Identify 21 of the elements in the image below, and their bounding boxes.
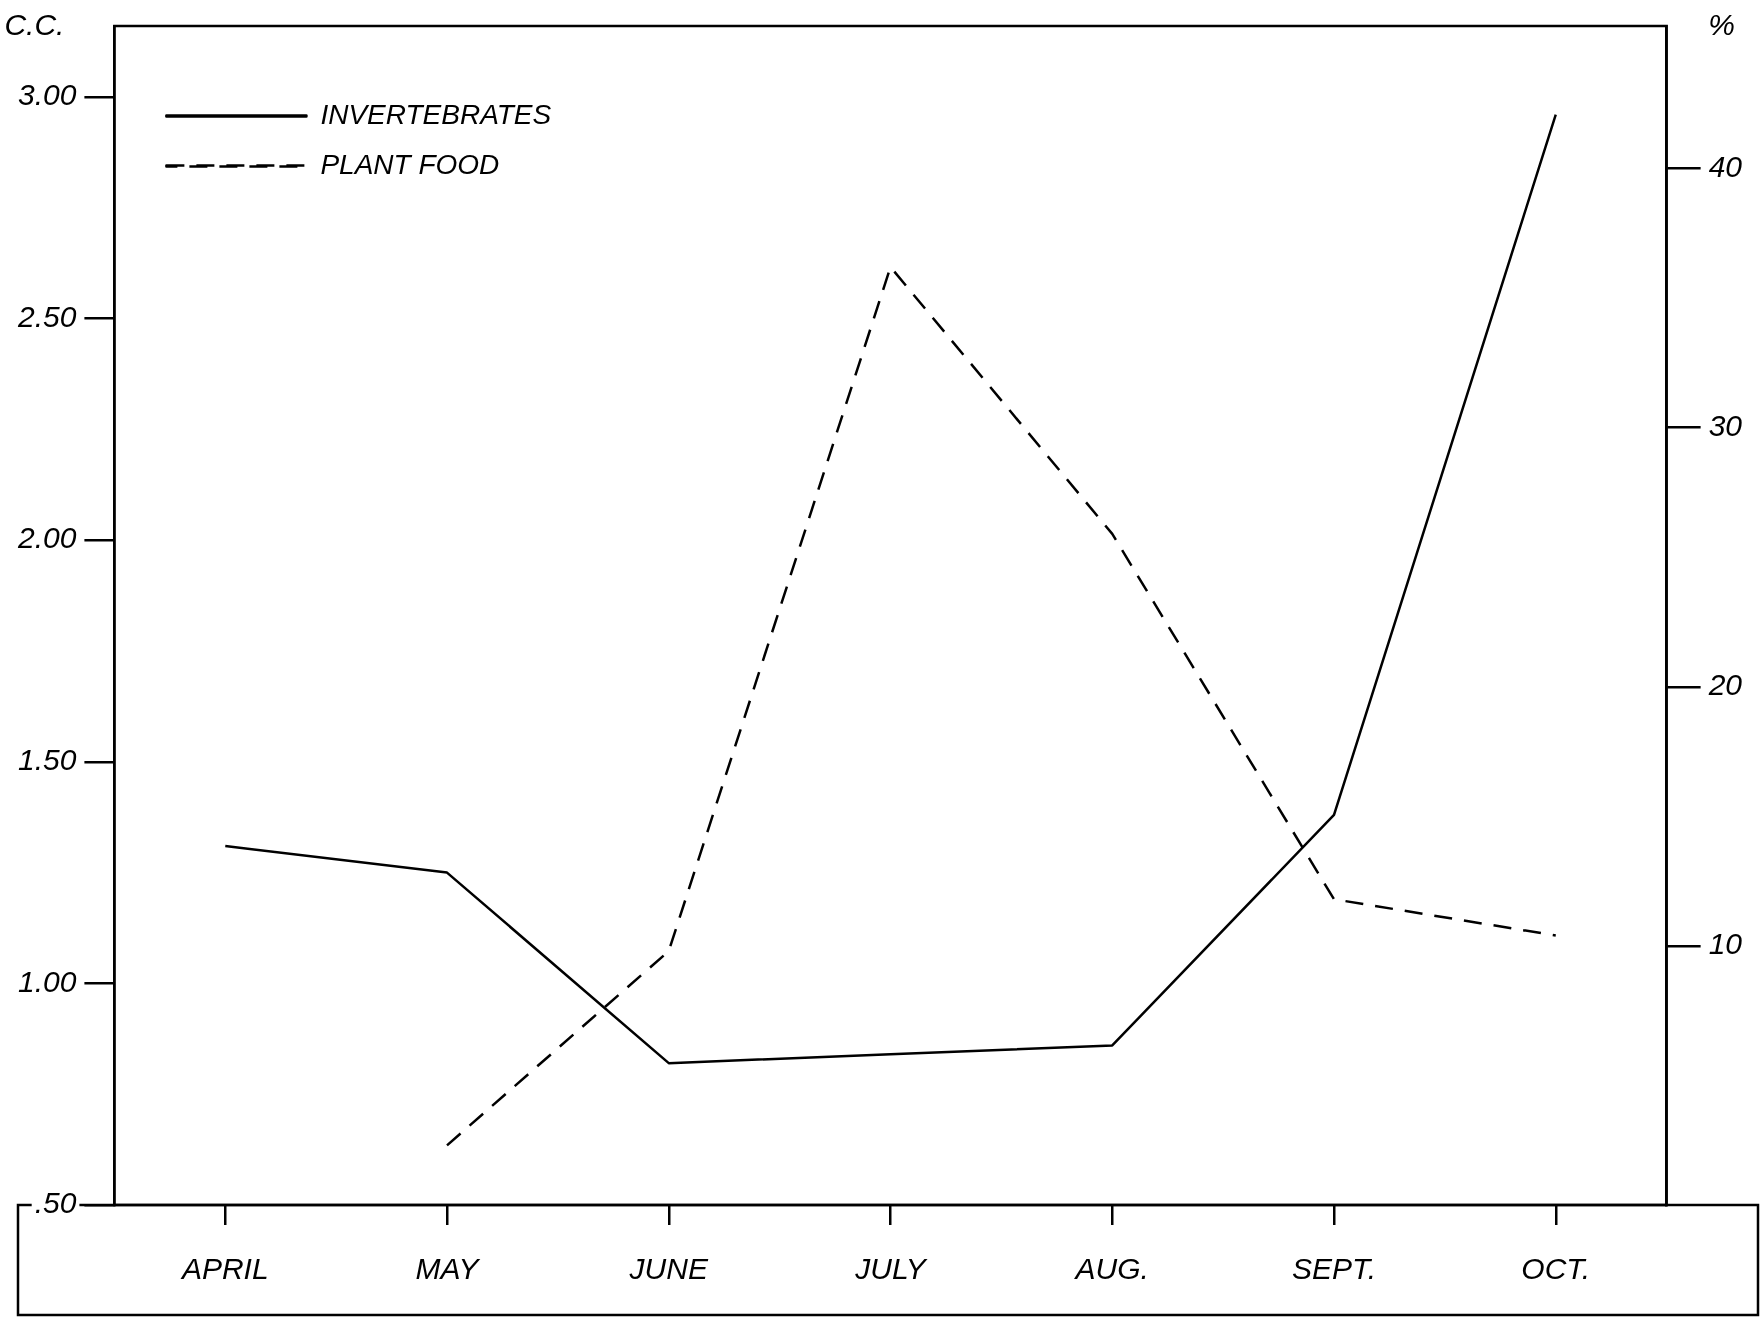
y2-tick-label: 40 xyxy=(1708,149,1743,183)
x-tick-label: SEPT. xyxy=(1292,1252,1376,1286)
y2-tick-label: 20 xyxy=(1707,668,1743,702)
y2-axis-title: % xyxy=(1708,8,1735,42)
x-tick-label: MAY xyxy=(415,1252,481,1286)
x-tick-label: JULY xyxy=(854,1252,928,1286)
y-tick-label: 1.00 xyxy=(18,964,77,998)
y-tick-label: 2.50 xyxy=(17,299,77,333)
legend-label: PLANT FOOD xyxy=(320,148,500,180)
y-tick-label: 1.50 xyxy=(18,743,77,777)
x-tick-label: AUG. xyxy=(1073,1252,1149,1286)
y-axis-title: C.C. xyxy=(4,8,65,42)
y-tick-label: .50 xyxy=(34,1186,77,1220)
y2-tick-label: 10 xyxy=(1708,927,1743,961)
x-tick-label: JUNE xyxy=(628,1252,709,1286)
y-tick-label: 2.00 xyxy=(17,521,77,555)
legend-label: INVERTEBRATES xyxy=(320,98,552,130)
y-tick-label: 3.00 xyxy=(18,78,77,112)
x-tick-label: OCT. xyxy=(1521,1252,1591,1286)
y2-tick-label: 30 xyxy=(1708,408,1743,442)
x-tick-label: APRIL xyxy=(179,1252,269,1286)
